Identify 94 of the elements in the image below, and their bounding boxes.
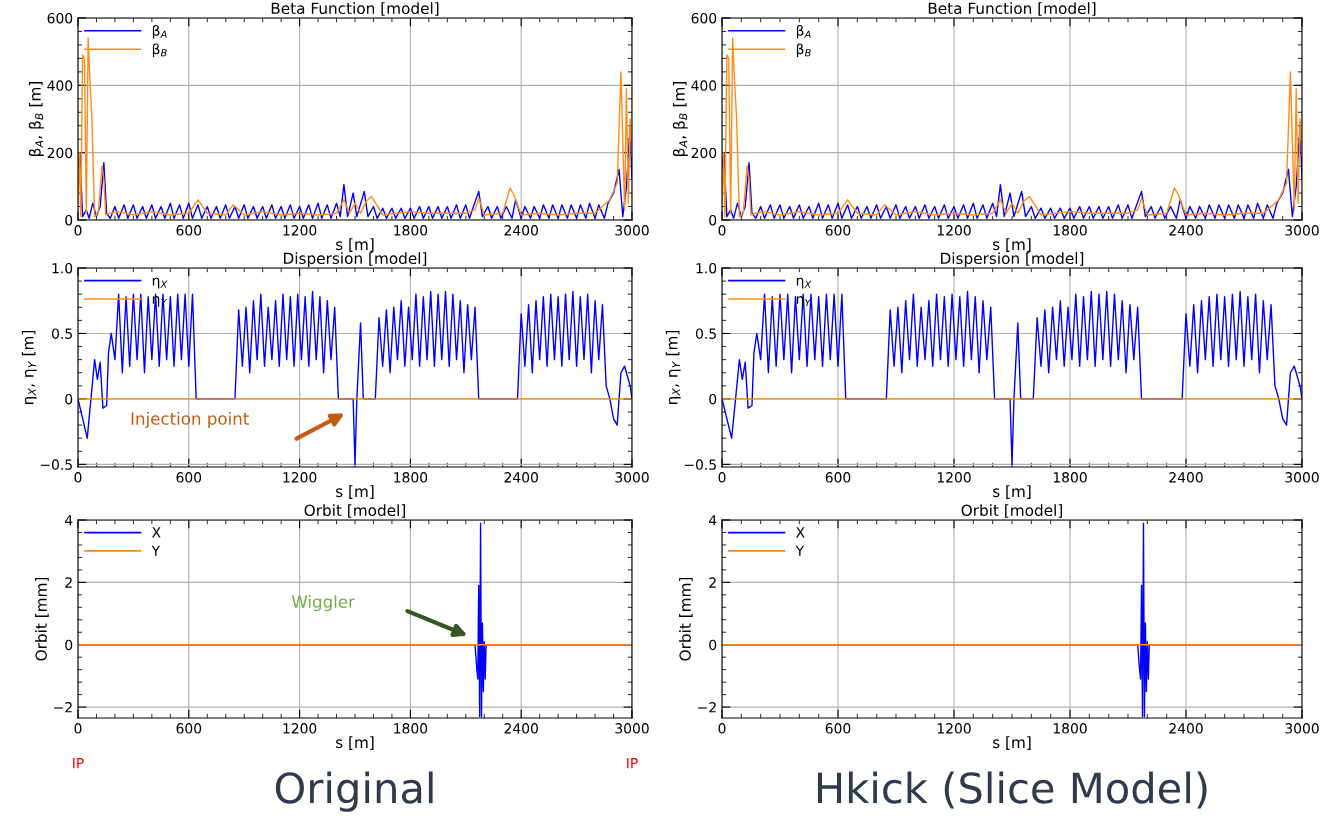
y-tick-label: −2 — [698, 702, 716, 713]
y-tick-label: 2 — [709, 577, 716, 588]
y-tick-label: 4 — [64, 515, 73, 526]
legend-label: η$_{X}$ — [152, 277, 168, 289]
y-axis-title: β$_{A}$, β$_{B}$ [m] — [672, 82, 688, 156]
y-tick-label: 2 — [65, 577, 72, 588]
x-tick-label: 0 — [718, 225, 726, 236]
x-tick-label: 3000 — [615, 723, 649, 734]
y-tick-label: 1.0 — [696, 262, 717, 274]
x-tick-label: 3000 — [1285, 472, 1319, 483]
legend-label: X — [152, 527, 161, 538]
x-tick-label: 2400 — [1169, 723, 1203, 734]
annotation: Injection point — [131, 411, 249, 429]
x-tick-label: 3000 — [1285, 723, 1319, 734]
y-tick-label: 0 — [65, 639, 73, 651]
y-axis-title: β$_{A}$, β$_{B}$ [m] — [28, 82, 44, 156]
y-tick-label: 0 — [709, 393, 717, 405]
text: IP — [627, 758, 638, 769]
y-tick-label: 0.5 — [51, 328, 72, 339]
x-tick-label: 0 — [74, 472, 82, 483]
y-tick-label: 0 — [65, 214, 73, 226]
y-tick-label: 0 — [709, 214, 717, 226]
text: Original — [275, 771, 433, 812]
y-tick-label: 0 — [65, 393, 73, 405]
chart-title: Beta Function [model] — [928, 2, 1096, 16]
chart-title: Orbit [model] — [304, 504, 405, 518]
y-tick-label: 4 — [708, 515, 717, 526]
x-tick-label: 600 — [825, 723, 851, 734]
y-tick-label: 200 — [691, 147, 717, 159]
y-axis-title: η$_{X}$, η$_{Y}$ [m] — [21, 330, 37, 404]
x-tick-label: 1200 — [283, 723, 317, 734]
y-tick-label: 600 — [47, 12, 73, 24]
x-tick-label: 600 — [176, 472, 202, 483]
x-tick-label: 1800 — [1053, 472, 1087, 483]
x-axis-title: s [m] — [993, 238, 1031, 252]
y-tick-label: 600 — [691, 12, 717, 24]
chart-title: Beta Function [model] — [271, 2, 439, 16]
legend-label: β$_{A}$ — [152, 24, 167, 39]
x-tick-label: 2400 — [504, 723, 538, 734]
y-tick-label: −0.5 — [684, 459, 716, 470]
chart-title: Dispersion [model] — [284, 252, 427, 268]
legend-label: X — [796, 527, 805, 538]
x-tick-label: 1200 — [937, 472, 971, 483]
legend-label: β$_{A}$ — [796, 24, 811, 39]
y-tick-label: 400 — [691, 80, 717, 91]
legend-label: β$_{B}$ — [152, 43, 167, 57]
legend-label: Y — [151, 545, 161, 556]
x-axis-title: s [m] — [336, 238, 374, 252]
x-tick-label: 2400 — [504, 472, 538, 483]
x-tick-label: 2400 — [1169, 472, 1203, 483]
y-tick-label: 200 — [47, 147, 73, 159]
y-tick-label: 1.0 — [52, 262, 73, 274]
x-tick-label: 0 — [74, 225, 82, 236]
legend-label: η$_{X}$ — [796, 277, 812, 289]
y-tick-label: 400 — [47, 80, 73, 91]
x-tick-label: 600 — [176, 225, 202, 236]
y-tick-label: 0 — [709, 639, 717, 651]
y-tick-label: 0.5 — [695, 328, 716, 339]
x-tick-label: 1200 — [283, 472, 317, 483]
x-tick-label: 1800 — [394, 225, 428, 236]
text: Hkick (Slice Model) — [817, 771, 1207, 809]
chart-title: Orbit [model] — [961, 504, 1062, 518]
x-axis-title: s [m] — [993, 736, 1031, 750]
x-tick-label: 1800 — [1053, 723, 1087, 734]
y-axis-title: η$_{X}$, η$_{Y}$ [m] — [665, 330, 681, 404]
x-axis-title: s [m] — [336, 736, 374, 750]
y-axis-title: Orbit [mm] — [679, 577, 693, 661]
x-tick-label: 1800 — [394, 472, 428, 483]
x-tick-label: 600 — [176, 723, 202, 734]
annotation: Wiggler — [291, 595, 355, 612]
x-tick-label: 1200 — [283, 225, 317, 236]
x-tick-label: 2400 — [1169, 225, 1203, 236]
x-axis-title: s [m] — [993, 485, 1031, 499]
y-tick-label: −0.5 — [40, 459, 72, 470]
x-tick-label: 600 — [825, 225, 851, 236]
x-tick-label: 3000 — [615, 472, 649, 483]
x-tick-label: 1200 — [937, 225, 971, 236]
y-axis-title: Orbit [mm] — [35, 577, 49, 661]
x-tick-label: 0 — [718, 472, 726, 483]
y-tick-label: −2 — [54, 702, 72, 713]
legend-label: β$_{B}$ — [796, 43, 811, 57]
x-tick-label: 0 — [718, 723, 726, 734]
x-tick-label: 3000 — [1285, 225, 1319, 236]
x-tick-label: 1800 — [1053, 225, 1087, 236]
legend-label: Y — [795, 545, 805, 556]
x-tick-label: 600 — [825, 472, 851, 483]
x-axis-title: s [m] — [336, 485, 374, 499]
x-tick-label: 0 — [74, 723, 82, 734]
text: IP — [73, 758, 84, 769]
x-tick-label: 2400 — [504, 225, 538, 236]
chart-title: Dispersion [model] — [941, 252, 1084, 268]
x-tick-label: 3000 — [615, 225, 649, 236]
x-tick-label: 1200 — [937, 723, 971, 734]
x-tick-label: 1800 — [394, 723, 428, 734]
